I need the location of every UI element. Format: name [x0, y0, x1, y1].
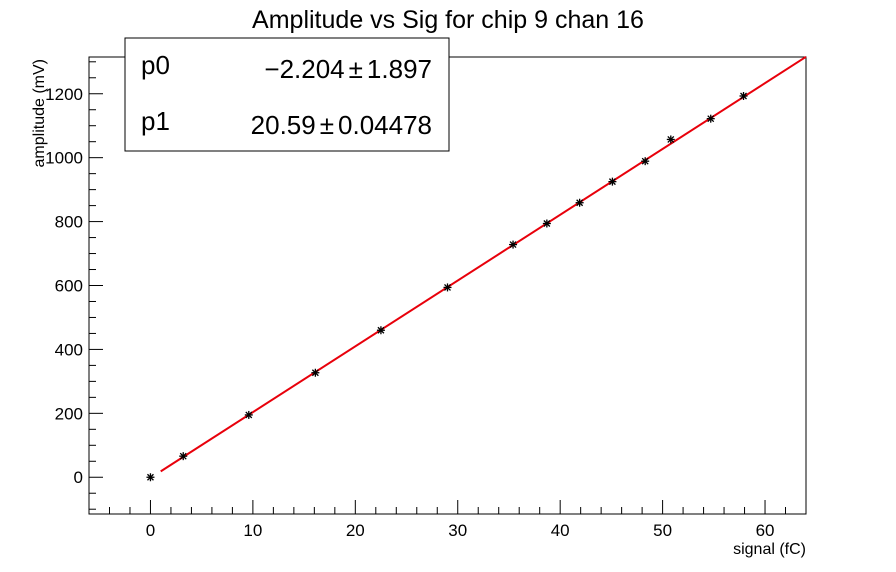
- x-tick-label: 20: [346, 521, 365, 540]
- x-tick-label: 40: [551, 521, 570, 540]
- x-tick-label: 10: [243, 521, 262, 540]
- param-p1-error: 0.04478: [338, 110, 432, 140]
- x-tick-label: 50: [653, 521, 672, 540]
- chart-title: Amplitude vs Sig for chip 9 chan 16: [252, 6, 644, 34]
- y-tick-label: 200: [55, 404, 83, 423]
- data-point: [311, 368, 320, 377]
- param-p1-name: p1: [141, 106, 170, 136]
- y-tick-label: 1000: [45, 149, 83, 168]
- data-point: [443, 283, 452, 292]
- param-p0-pm: ±: [349, 54, 363, 84]
- param-p0-estimate: −2.204: [264, 54, 344, 84]
- y-tick-label: 400: [55, 340, 83, 359]
- fit-line: [160, 55, 807, 473]
- data-point: [739, 91, 748, 100]
- fit-layer: [160, 55, 807, 473]
- param-p0-name: p0: [141, 50, 170, 80]
- data-point: [706, 114, 715, 123]
- x-axis-label: signal (fC): [733, 541, 806, 558]
- y-tick-label: 800: [55, 213, 83, 232]
- y-tick-label: 0: [74, 468, 83, 487]
- y-axis-label: amplitude (mV): [31, 59, 48, 167]
- y-tick-label: 600: [55, 277, 83, 296]
- param-p1-pm: ±: [320, 110, 334, 140]
- data-point: [244, 410, 253, 419]
- param-p0-error: 1.897: [367, 54, 432, 84]
- data-point: [542, 219, 551, 228]
- data-point: [179, 452, 188, 461]
- param-p1-estimate: 20.59: [251, 110, 316, 140]
- x-axis: 0 10 20 30 40 50 60: [88, 500, 807, 540]
- x-tick-label: 60: [756, 521, 775, 540]
- data-points: [146, 91, 748, 482]
- fit-parameters-box: p0 −2.204 ±1.897 p1 20.59 ±0.04478: [124, 37, 450, 152]
- data-point: [575, 198, 584, 207]
- data-point: [666, 135, 675, 144]
- y-axis: 0 200 400 600 800 1000 1200: [45, 61, 103, 510]
- x-tick-label: 30: [448, 521, 467, 540]
- data-point: [608, 177, 617, 186]
- x-tick-label: 0: [146, 521, 155, 540]
- data-point: [146, 473, 155, 482]
- data-point: [376, 326, 385, 335]
- data-point: [509, 240, 518, 249]
- data-point: [641, 157, 650, 166]
- param-p1-value: 20.59 ±0.04478: [251, 110, 432, 140]
- y-tick-label: 1200: [45, 85, 83, 104]
- stats-box-frame: [124, 37, 450, 152]
- param-p0-value: −2.204 ±1.897: [264, 54, 432, 84]
